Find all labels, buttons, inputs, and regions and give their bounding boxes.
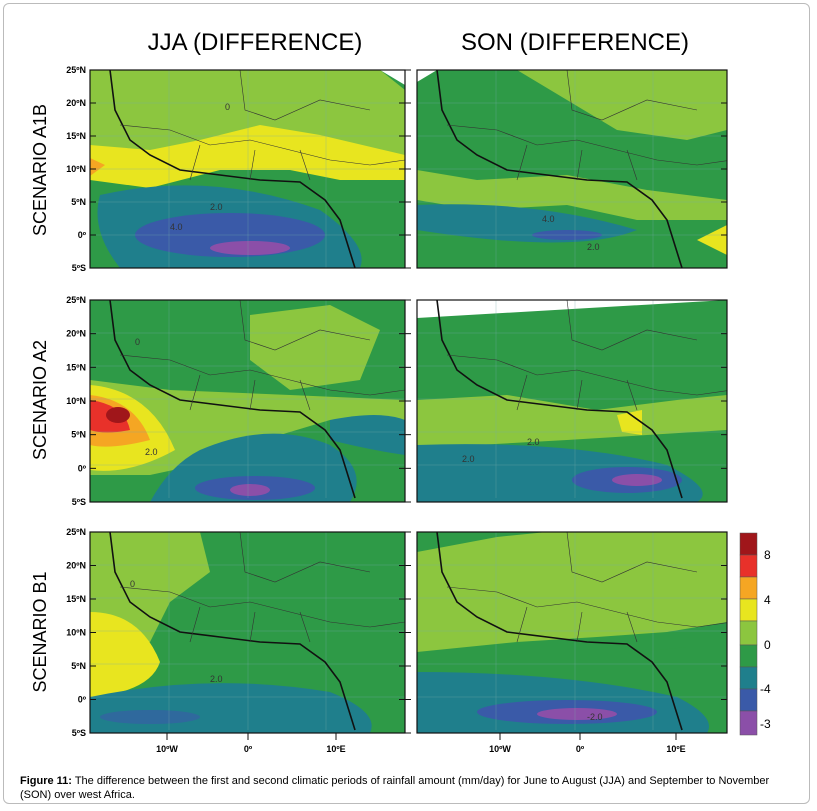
contour-label: 0 — [130, 579, 135, 589]
latitude-label: 0º — [78, 695, 87, 705]
colorbar-label: -3 — [760, 717, 771, 731]
latitude-label: 25ºN — [66, 65, 86, 75]
colorbar-labels: 8 4 0 -4 -3 — [760, 548, 771, 731]
latitude-label: 0º — [78, 463, 87, 473]
map-panel: 4.0 2.0 — [417, 70, 727, 268]
contour-label: 0 — [135, 337, 140, 347]
contour-label: 4.0 — [170, 222, 183, 232]
caption: Figure 11: The difference between the fi… — [20, 774, 800, 802]
latitude-label: 25ºN — [66, 527, 86, 537]
column-title: JJA (DIFFERENCE) — [148, 29, 363, 56]
latitude-label: 5ºN — [71, 661, 86, 671]
longitude-label: 10ºE — [666, 744, 685, 754]
latitude-label: 15ºN — [66, 594, 86, 604]
colorbar — [739, 532, 758, 736]
figure: JJA (DIFFERENCE) SON (DIFFERENCE) SCENAR… — [30, 29, 771, 754]
contour-label: 2.0 — [462, 454, 475, 464]
latitude-label: 5ºS — [72, 497, 86, 507]
longitude-label: 10ºW — [489, 744, 511, 754]
latitude-label: 10ºN — [66, 628, 86, 638]
latitude-label: 5ºN — [71, 197, 86, 207]
latitude-label: 20ºN — [66, 561, 86, 571]
latitude-label: 0º — [78, 230, 87, 240]
latitude-label: 5ºS — [72, 728, 86, 738]
row-label: SCENARIO B1 — [30, 571, 50, 692]
latitude-label: 10ºN — [66, 164, 86, 174]
contour-label: 2.0 — [587, 242, 600, 252]
caption-label: Figure 11: — [20, 775, 72, 787]
contour-label: 2.0 — [527, 437, 540, 447]
longitude-label: 0º — [576, 744, 585, 754]
longitude-label: 10ºE — [326, 744, 345, 754]
frame — [3, 3, 810, 804]
contour-label: -2.0 — [587, 712, 603, 722]
map-panel: 2.0 0 — [90, 532, 405, 733]
latitude-label: 5ºN — [71, 430, 86, 440]
colorbar-label: 0 — [764, 638, 771, 652]
colorbar-label: 8 — [764, 548, 771, 562]
latitude-label: 10ºN — [66, 396, 86, 406]
latitude-label: 5ºS — [72, 263, 86, 273]
latitude-label: 20ºN — [66, 329, 86, 339]
colorbar-label: -4 — [760, 682, 771, 696]
map-panel: -2.0 — [417, 532, 727, 733]
contour-label: 2.0 — [210, 674, 223, 684]
latitude-label: 25ºN — [66, 295, 86, 305]
column-title: SON (DIFFERENCE) — [461, 29, 689, 56]
latitude-label: 15ºN — [66, 362, 86, 372]
longitude-label: 0º — [244, 744, 253, 754]
colorbar-label: 4 — [764, 593, 771, 607]
longitude-label: 10ºW — [156, 744, 178, 754]
map-panel: 2.0 2.0 — [417, 300, 727, 502]
caption-text: The difference between the first and sec… — [20, 775, 770, 801]
contour-label: 4.0 — [542, 214, 555, 224]
contour-label: 2.0 — [210, 202, 223, 212]
row-label: SCENARIO A2 — [30, 340, 50, 460]
latitude-label: 20ºN — [66, 98, 86, 108]
latitude-label: 15ºN — [66, 131, 86, 141]
contour-label: 2.0 — [145, 447, 158, 457]
map-panel: 2.0 4.0 0 — [90, 70, 405, 268]
contour-label: 0 — [225, 102, 230, 112]
row-label: SCENARIO A1B — [30, 104, 50, 236]
map-panel: 2.0 0 — [90, 300, 405, 502]
